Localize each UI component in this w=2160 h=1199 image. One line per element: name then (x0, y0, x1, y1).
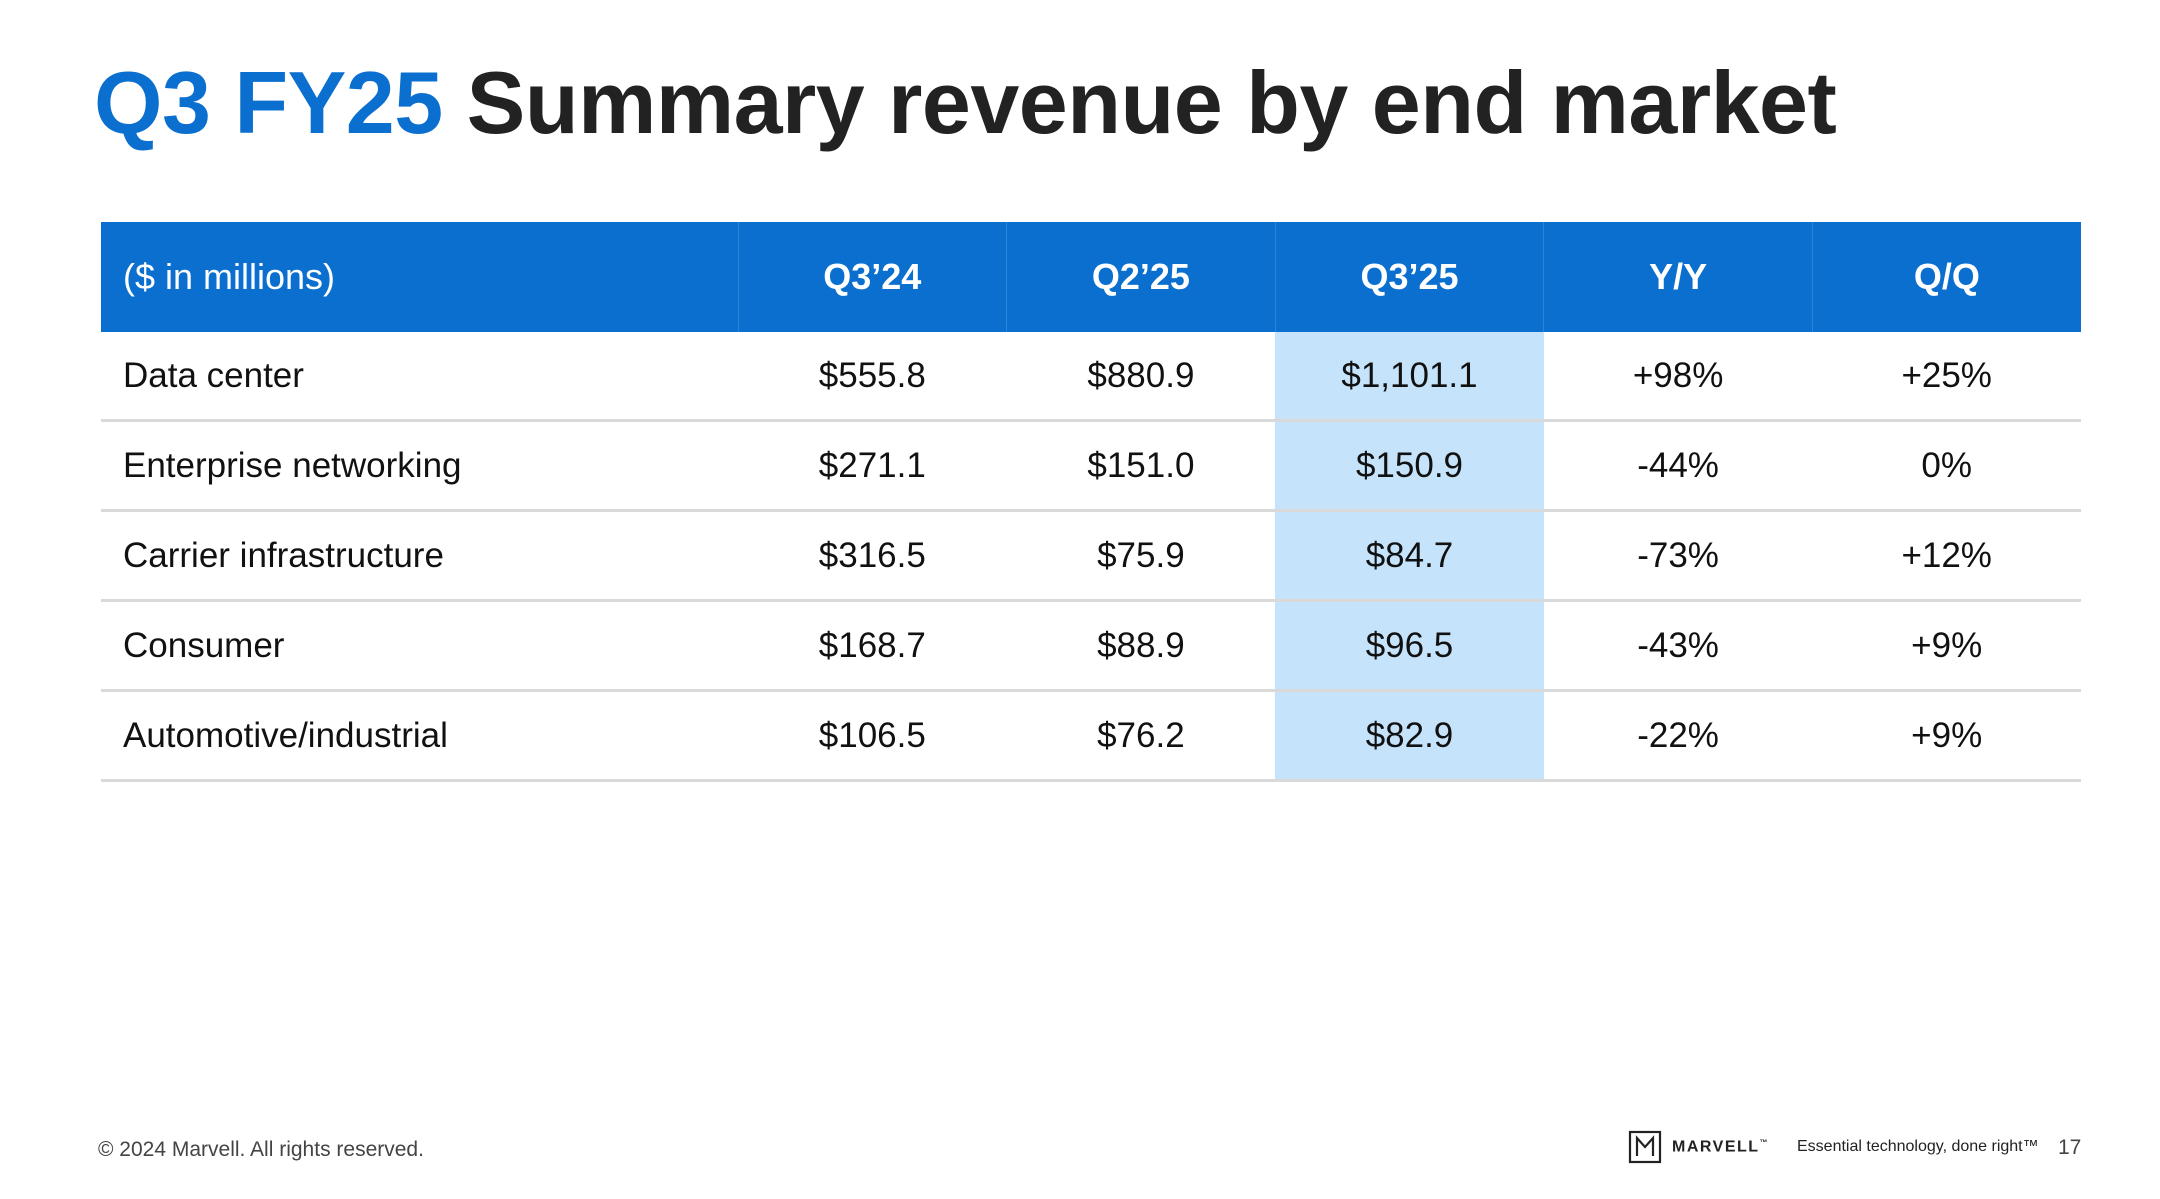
table-row: Enterprise networking $271.1 $151.0 $150… (101, 420, 2081, 512)
table-row: Consumer $168.7 $88.9 $96.5 -43% +9% (101, 600, 2081, 692)
row-label: Automotive/industrial (101, 690, 738, 782)
cell-q3-25: $1,101.1 (1275, 332, 1544, 422)
header-yy: Y/Y (1543, 222, 1813, 332)
cell-qq: 0% (1812, 420, 2081, 512)
brand-name: MARVELL™ (1672, 1137, 1770, 1156)
cell-yy: -43% (1543, 600, 1813, 692)
cell-qq: +9% (1812, 690, 2081, 782)
row-label: Enterprise networking (101, 420, 738, 512)
cell-q3-25: $96.5 (1275, 600, 1544, 692)
cell-yy: -22% (1543, 690, 1813, 782)
row-label: Data center (101, 332, 738, 422)
cell-q3-25: $150.9 (1275, 420, 1544, 512)
tagline: Essential technology, done right™ (1797, 1138, 2039, 1155)
cell-q3-24: $271.1 (738, 420, 1007, 512)
copyright-notice: © 2024 Marvell. All rights reserved. (98, 1138, 424, 1161)
header-q3-25: Q3’25 (1274, 222, 1544, 332)
revenue-table: ($ in millions) Q3’24 Q2’25 Q3’25 Y/Y Q/… (101, 222, 2081, 782)
page-number: 17 (2058, 1136, 2082, 1159)
table-row: Automotive/industrial $106.5 $76.2 $82.9… (101, 690, 2081, 782)
cell-q3-24: $106.5 (738, 690, 1007, 782)
marvell-logo-icon (1628, 1130, 1662, 1164)
cell-q3-24: $555.8 (738, 332, 1007, 422)
cell-yy: -73% (1543, 510, 1813, 602)
row-label: Consumer (101, 600, 738, 692)
page-title: Q3 FY25 Summary revenue by end market (94, 52, 1837, 153)
cell-qq: +9% (1812, 600, 2081, 692)
header-q2-25: Q2’25 (1006, 222, 1276, 332)
cell-qq: +25% (1812, 332, 2081, 422)
cell-yy: +98% (1543, 332, 1813, 422)
cell-q3-25: $84.7 (1275, 510, 1544, 602)
cell-q2-25: $75.9 (1006, 510, 1276, 602)
page-title-rest: Summary revenue by end market (466, 53, 1837, 152)
cell-q2-25: $151.0 (1006, 420, 1276, 512)
table-header-row: ($ in millions) Q3’24 Q2’25 Q3’25 Y/Y Q/… (101, 222, 2081, 332)
page-title-accent: Q3 FY25 (94, 53, 443, 152)
header-q3-24: Q3’24 (737, 222, 1007, 332)
row-label: Carrier infrastructure (101, 510, 738, 602)
table-row: Data center $555.8 $880.9 $1,101.1 +98% … (101, 332, 2081, 422)
brand-logo: MARVELL™ (1628, 1130, 1769, 1164)
cell-qq: +12% (1812, 510, 2081, 602)
cell-q2-25: $76.2 (1006, 690, 1276, 782)
cell-yy: -44% (1543, 420, 1813, 512)
cell-q3-24: $168.7 (738, 600, 1007, 692)
cell-q3-24: $316.5 (738, 510, 1007, 602)
cell-q2-25: $88.9 (1006, 600, 1276, 692)
header-qq: Q/Q (1811, 222, 2081, 332)
cell-q2-25: $880.9 (1006, 332, 1276, 422)
cell-q3-25: $82.9 (1275, 690, 1544, 782)
header-units: ($ in millions) (101, 222, 738, 332)
table-row: Carrier infrastructure $316.5 $75.9 $84.… (101, 510, 2081, 602)
